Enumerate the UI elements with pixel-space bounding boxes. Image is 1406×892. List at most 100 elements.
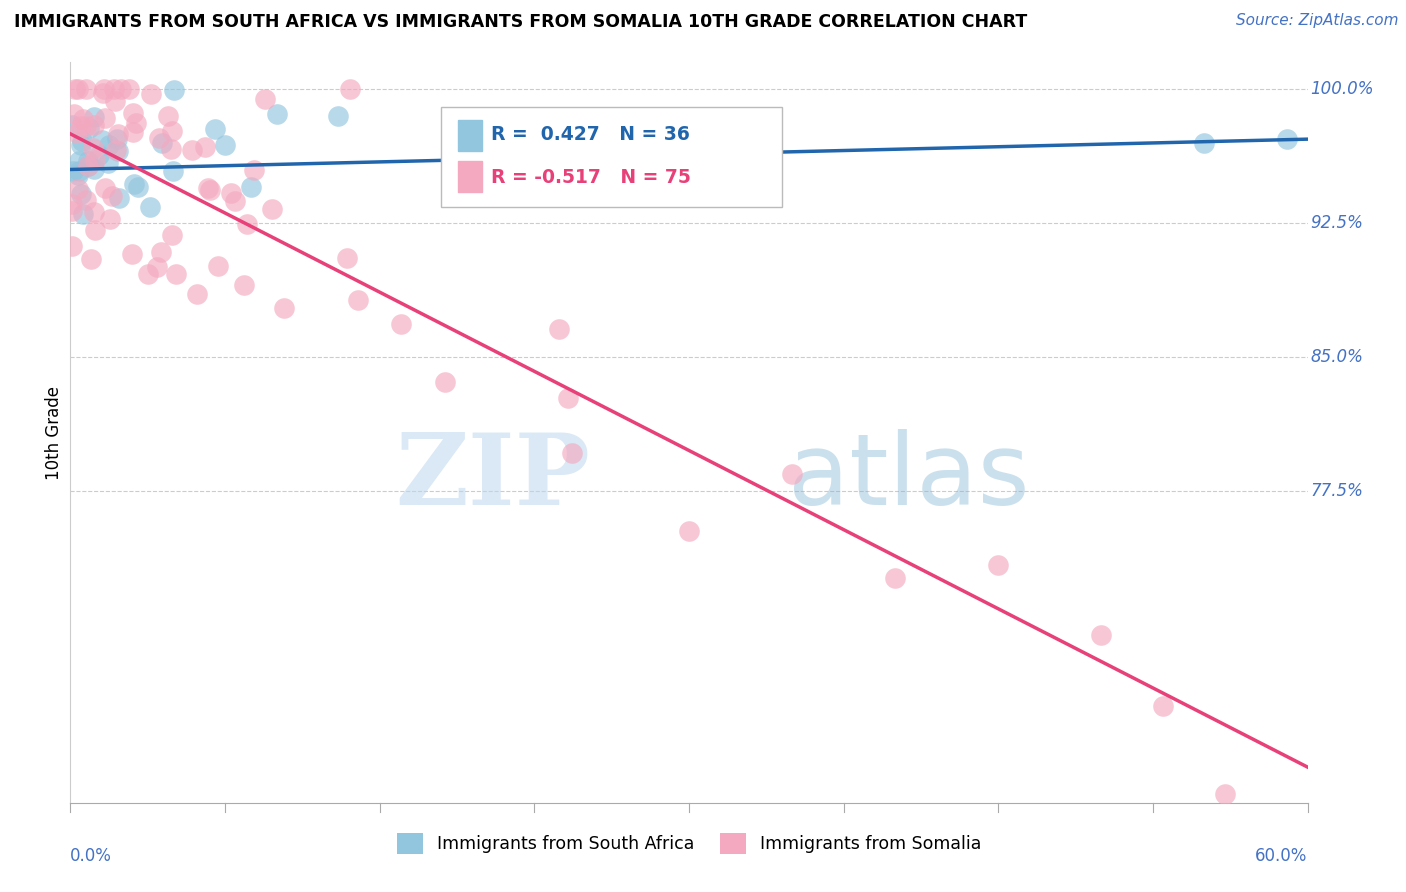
Point: [328, 109, 350, 123]
Point: [80, 252, 103, 267]
Point: [103, 82, 125, 96]
Point: [65, 82, 87, 96]
Point: [186, 286, 208, 301]
Text: ZIP: ZIP: [395, 428, 591, 525]
Point: [96, 156, 118, 170]
Point: [194, 140, 217, 154]
Point: [72, 207, 94, 221]
Point: [75, 194, 97, 208]
Point: [69, 138, 91, 153]
Text: IMMIGRANTS FROM SOUTH AFRICA VS IMMIGRANTS FROM SOMALIA 10TH GRADE CORRELATION C: IMMIGRANTS FROM SOUTH AFRICA VS IMMIGRAN…: [14, 13, 1028, 31]
Point: [90, 133, 112, 147]
Point: [70, 134, 93, 148]
Point: [260, 202, 283, 216]
Text: R = -0.517   N = 75: R = -0.517 N = 75: [491, 168, 690, 186]
Point: [107, 127, 129, 141]
Point: [224, 194, 246, 208]
Point: [66, 126, 89, 140]
Point: [165, 267, 187, 281]
Point: [136, 267, 159, 281]
Point: [987, 558, 1010, 572]
Point: [94, 180, 117, 194]
Point: [346, 293, 368, 308]
Point: [75, 119, 97, 133]
Point: [207, 259, 229, 273]
Point: [214, 137, 236, 152]
Point: [127, 180, 149, 194]
Point: [67, 82, 90, 96]
Point: [1194, 136, 1216, 150]
Point: [101, 189, 124, 203]
Point: [160, 142, 183, 156]
Point: [160, 228, 183, 243]
Point: [62, 164, 84, 178]
Point: [121, 247, 143, 261]
Point: [235, 218, 257, 232]
Point: [77, 153, 100, 168]
Point: [105, 144, 128, 158]
Text: 77.5%: 77.5%: [1310, 482, 1362, 500]
Point: [336, 251, 359, 265]
FancyBboxPatch shape: [441, 107, 782, 207]
Text: 92.5%: 92.5%: [1310, 214, 1362, 232]
Text: 0.0%: 0.0%: [70, 847, 112, 865]
Point: [77, 120, 100, 135]
Point: [83, 161, 105, 176]
Point: [83, 110, 105, 124]
Text: atlas: atlas: [787, 428, 1029, 525]
Point: [150, 244, 173, 259]
Point: [63, 107, 86, 121]
Point: [162, 124, 184, 138]
Point: [94, 111, 117, 125]
Point: [82, 141, 104, 155]
Point: [232, 277, 254, 292]
Point: [60, 203, 83, 218]
Point: [83, 204, 105, 219]
Point: [72, 112, 94, 127]
Point: [557, 391, 579, 405]
Point: [148, 131, 170, 145]
Point: [91, 86, 114, 100]
Point: [93, 82, 115, 96]
Point: [1090, 628, 1112, 642]
Point: [122, 105, 145, 120]
Point: [89, 147, 111, 161]
Point: [780, 467, 803, 481]
Point: [433, 375, 456, 389]
Point: [77, 159, 100, 173]
Point: [243, 163, 266, 178]
Y-axis label: 10th Grade: 10th Grade: [45, 385, 63, 480]
Point: [103, 94, 125, 108]
Point: [60, 238, 83, 252]
Point: [60, 197, 83, 211]
Point: [266, 107, 288, 121]
Point: [157, 109, 180, 123]
Legend: Immigrants from South Africa, Immigrants from Somalia: Immigrants from South Africa, Immigrants…: [389, 826, 988, 861]
Point: [884, 571, 907, 585]
Point: [118, 82, 141, 96]
Point: [678, 524, 700, 539]
Point: [83, 118, 105, 132]
Point: [67, 163, 90, 178]
Point: [181, 143, 204, 157]
Point: [67, 168, 90, 182]
Point: [253, 92, 276, 106]
Point: [389, 317, 412, 331]
Point: [152, 136, 174, 150]
Point: [1213, 787, 1236, 801]
Point: [471, 162, 494, 177]
Point: [75, 82, 97, 96]
Point: [547, 321, 569, 335]
Point: [273, 301, 295, 316]
Point: [105, 131, 128, 145]
Point: [561, 445, 583, 459]
Point: [239, 180, 262, 194]
Point: [108, 191, 131, 205]
Point: [197, 180, 219, 194]
Point: [339, 82, 361, 96]
Point: [163, 83, 186, 97]
Text: R =  0.427   N = 36: R = 0.427 N = 36: [491, 126, 690, 145]
Point: [122, 178, 145, 192]
Point: [122, 126, 145, 140]
Point: [146, 260, 169, 274]
